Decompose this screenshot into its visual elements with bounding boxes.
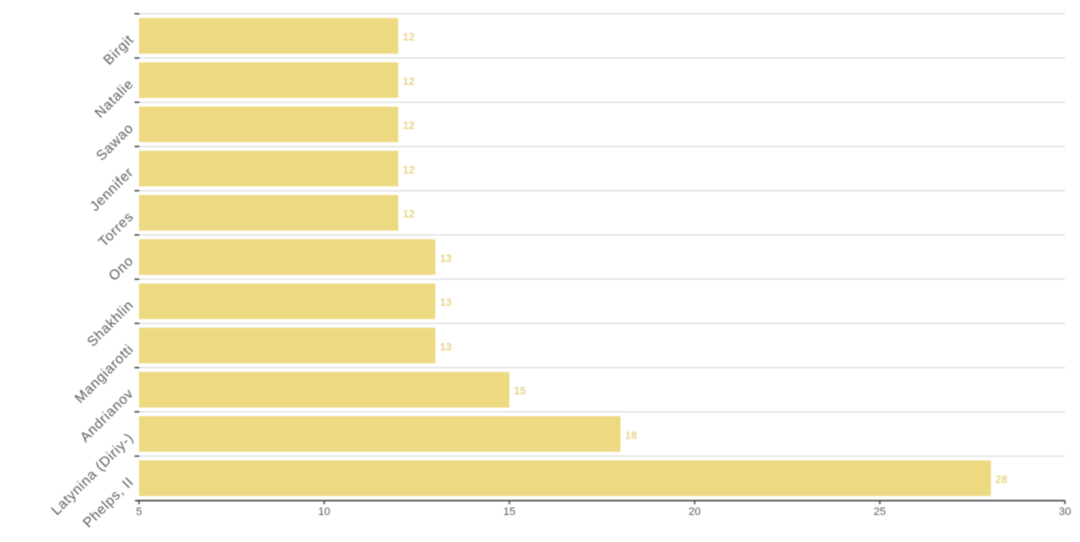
svg-text:30: 30: [1059, 506, 1071, 518]
svg-text:13: 13: [440, 253, 452, 265]
svg-text:25: 25: [874, 506, 886, 518]
svg-text:12: 12: [403, 209, 415, 221]
svg-text:13: 13: [440, 341, 452, 353]
svg-text:28: 28: [995, 474, 1007, 486]
svg-text:15: 15: [503, 506, 515, 518]
svg-text:18: 18: [625, 430, 637, 442]
svg-text:12: 12: [403, 32, 415, 44]
svg-text:12: 12: [403, 76, 415, 88]
svg-text:10: 10: [318, 506, 330, 518]
svg-text:12: 12: [403, 164, 415, 176]
svg-text:15: 15: [514, 386, 526, 398]
svg-text:5: 5: [136, 506, 142, 518]
svg-text:20: 20: [688, 506, 700, 518]
svg-text:12: 12: [403, 120, 415, 132]
svg-text:13: 13: [440, 297, 452, 309]
